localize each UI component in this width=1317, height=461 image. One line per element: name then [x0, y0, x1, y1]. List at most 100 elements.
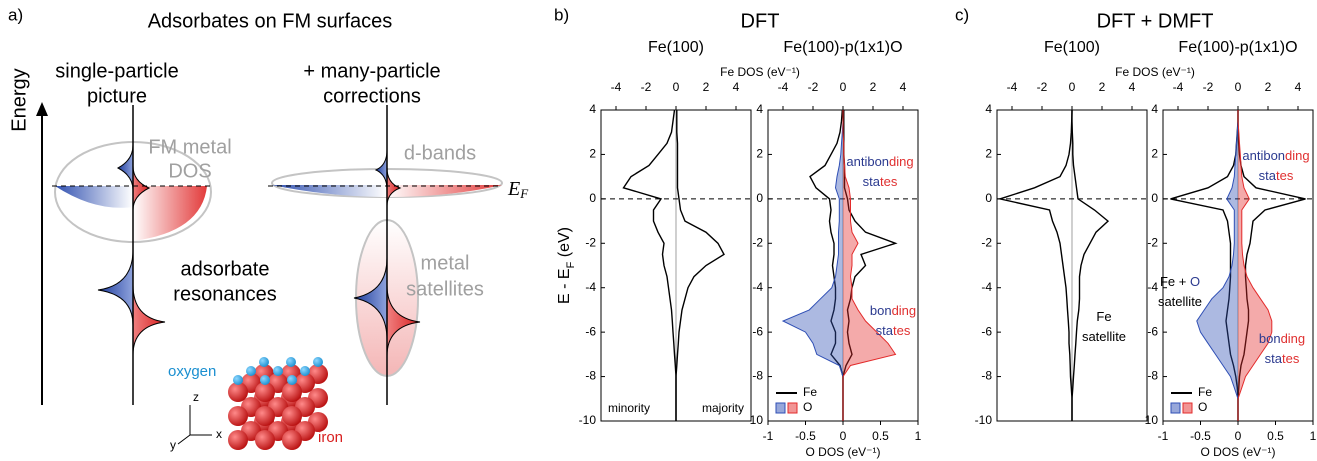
label: resonances: [173, 283, 276, 305]
legend-label: O: [1198, 400, 1207, 414]
oxygen-atom: [246, 366, 256, 376]
x2-tick-label: 0.5: [1267, 429, 1284, 443]
annotation: states: [1265, 351, 1300, 366]
y-axis-label-part: F: [565, 261, 577, 268]
label: adsorbate: [181, 258, 270, 280]
dos-curve: [1071, 110, 1110, 421]
dos-curve: [622, 109, 677, 421]
y-tick-label: 2: [756, 147, 763, 161]
panel-title: DFT + DMFT: [1097, 10, 1214, 32]
iron-atom: [255, 406, 275, 426]
satellite-peak: [353, 257, 388, 341]
annotation-part: bon: [870, 303, 892, 318]
d-peak: [374, 149, 388, 191]
annotation-part: tes: [1276, 168, 1294, 183]
y-tick-label: -10: [975, 413, 993, 427]
x2-tick-label: 1: [915, 429, 922, 443]
y-tick-label: -8: [1147, 369, 1158, 383]
x2-tick-label: -1: [763, 429, 774, 443]
d-peak: [386, 167, 402, 207]
x2-axis-label: O DOS (eV⁻¹): [805, 445, 880, 459]
minority-dos: [272, 185, 387, 197]
x-tick-label: 2: [1265, 80, 1272, 94]
heading: picture: [87, 85, 147, 107]
heading: + many-particle: [303, 60, 440, 82]
x-tick-label: 4: [900, 80, 907, 94]
x2-tick-label: 0: [1235, 429, 1242, 443]
annotation: bonding: [870, 303, 916, 318]
y-tick-label: -8: [752, 369, 763, 383]
x-tick-label: 0: [1069, 80, 1076, 94]
label: DOS: [168, 160, 211, 182]
annotation-part: Fe +: [1160, 274, 1190, 289]
x2-axis-label: O DOS (eV⁻¹): [1200, 445, 1275, 459]
dos-curve: [1196, 110, 1239, 421]
panel-title: Adsorbates on FM surfaces: [148, 10, 393, 32]
x-axis-label: Fe DOS (eV⁻¹): [720, 65, 800, 79]
iron-atom: [228, 382, 248, 402]
x-tick-label: 4: [733, 80, 740, 94]
y-tick-label: -6: [752, 324, 763, 338]
y-tick-label: -4: [752, 280, 763, 294]
dos-curve: [1237, 110, 1273, 421]
chart-title: Fe(100): [648, 39, 704, 56]
y-tick-label: -10: [746, 413, 764, 427]
y-tick-label: -2: [981, 235, 992, 249]
y-tick-label: -6: [981, 324, 992, 338]
y-tick-label: -4: [1147, 280, 1158, 294]
y-tick-label: -10: [579, 413, 597, 427]
iron-atom: [255, 430, 275, 450]
axis-name: y: [170, 438, 176, 452]
fermi-sub: F: [519, 186, 529, 201]
x-tick-label: -2: [808, 80, 819, 94]
annotation-part: satellite: [1158, 294, 1202, 309]
y-tick-label: -6: [585, 324, 596, 338]
iron-atom: [282, 406, 302, 426]
x-tick-label: 2: [703, 80, 710, 94]
legend-swatch: [787, 402, 798, 414]
chart-title: Fe(100)-p(1x1)O: [1178, 39, 1297, 56]
iron-atom: [255, 382, 275, 402]
iron-atom: [228, 430, 248, 450]
legend-swatch: [1182, 402, 1193, 414]
annotation-part: sta: [1259, 168, 1277, 183]
y-tick-label: -2: [585, 235, 596, 249]
y-tick-label: 4: [1151, 102, 1158, 116]
x-tick-label: -2: [1203, 80, 1214, 94]
fermi-label: EF: [507, 178, 529, 201]
x-tick-label: -4: [778, 80, 789, 94]
y-axis-label-part: E - E: [556, 268, 573, 304]
y-axis-label-part: (eV): [556, 227, 573, 262]
x2-tick-label: -1: [1158, 429, 1169, 443]
x2-tick-label: 0.5: [872, 429, 889, 443]
annotation-part: ding: [889, 154, 914, 169]
annotation-part: sta: [1265, 351, 1283, 366]
adsorbate-peak: [116, 144, 134, 191]
annotation: satellite: [1082, 329, 1126, 344]
x-tick-label: 2: [870, 80, 877, 94]
heading: single-particle: [55, 60, 178, 82]
fermi-main: E: [507, 178, 520, 200]
majority-dos: [387, 185, 502, 197]
y-tick-label: -2: [752, 235, 763, 249]
x-tick-label: 2: [1099, 80, 1106, 94]
chart-title: Fe(100): [1044, 39, 1100, 56]
y-tick-label: 0: [756, 191, 763, 205]
panel-title: DFT: [741, 10, 780, 32]
chart-title: Fe(100)-p(1x1)O: [783, 39, 902, 56]
y-tick-label: -4: [585, 280, 596, 294]
oxygen-atom: [259, 357, 269, 367]
oxygen-atom: [313, 357, 323, 367]
y-tick-label: -2: [1147, 235, 1158, 249]
arrow-head: [36, 102, 48, 116]
annotation: antibonding: [846, 154, 913, 169]
x-tick-label: -4: [1007, 80, 1018, 94]
label: metal: [421, 252, 470, 274]
oxygen-atom: [273, 366, 283, 376]
x-tick-label: 4: [1129, 80, 1136, 94]
legend-swatch: [1170, 402, 1181, 414]
x-tick-label: 0: [840, 80, 847, 94]
y-tick-label: 4: [756, 102, 763, 116]
